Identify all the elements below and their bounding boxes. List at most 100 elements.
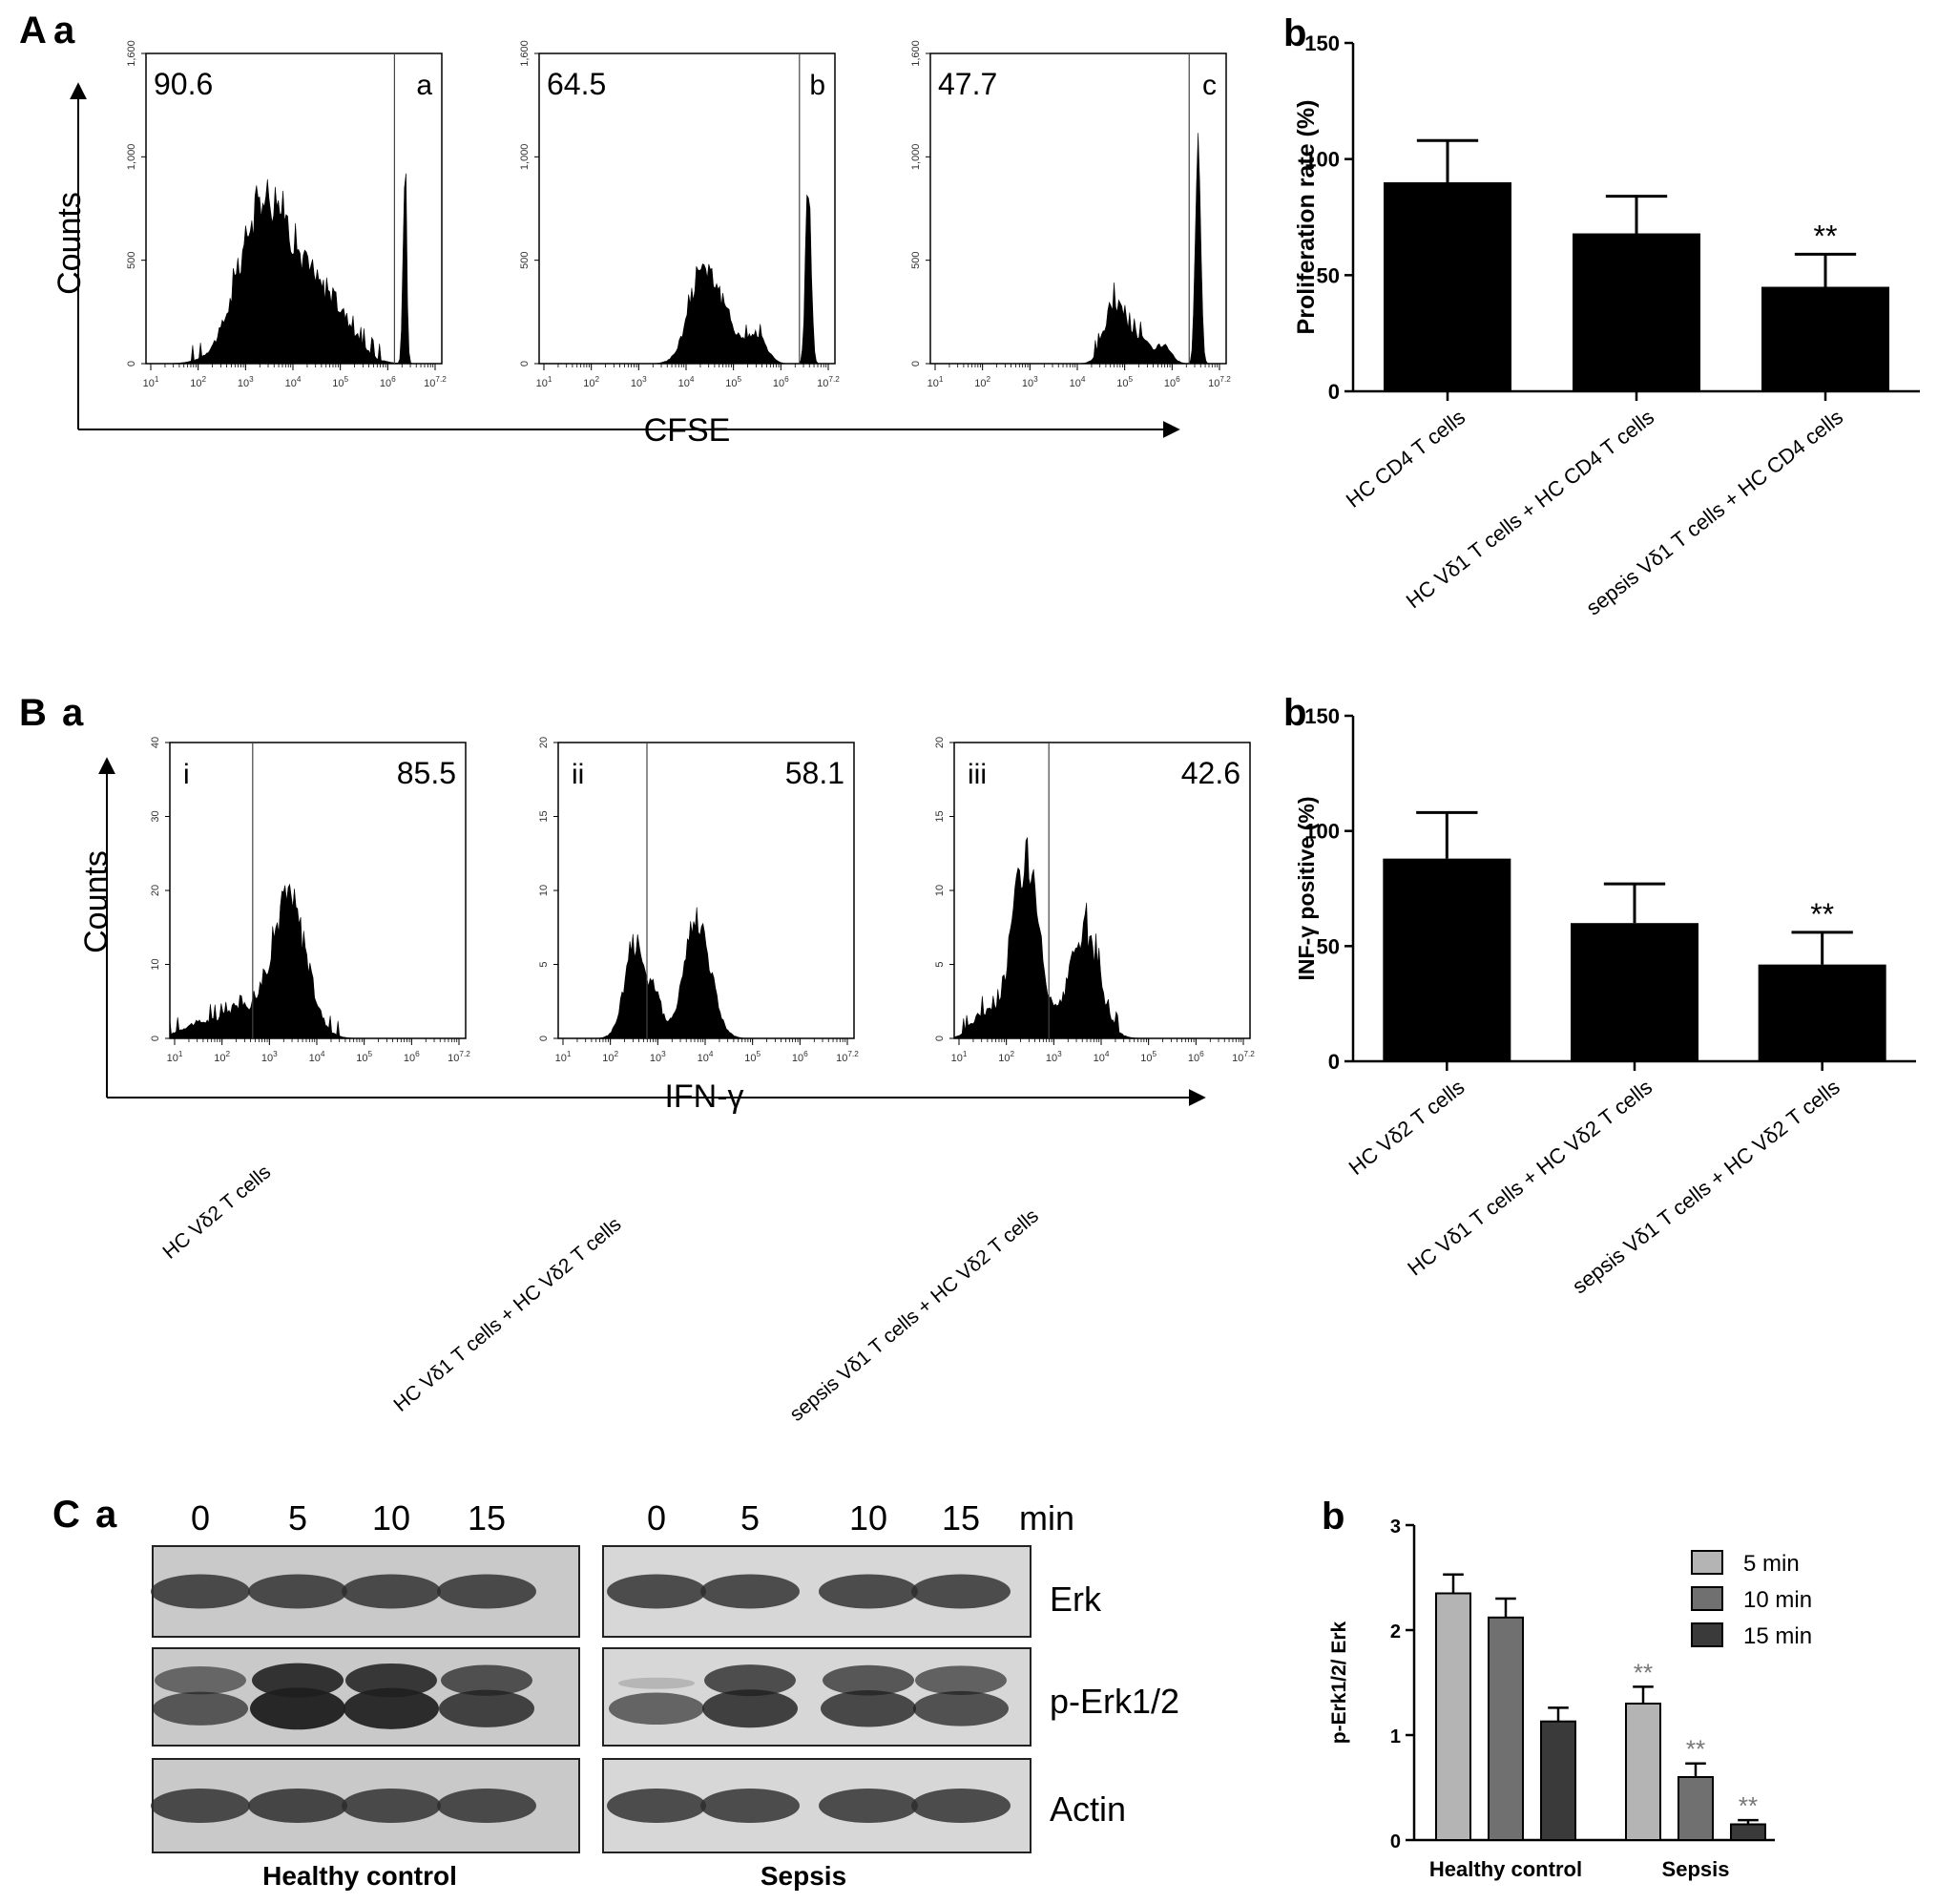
blot-time-label: 10 xyxy=(849,1498,887,1538)
blot-band xyxy=(342,1789,441,1823)
histogram-sample-label: ii xyxy=(572,759,584,790)
panel-label-B: B xyxy=(19,692,47,734)
blot-time-label: 5 xyxy=(740,1498,760,1538)
histogram-x-tick-label: 103 xyxy=(261,1050,278,1064)
blot-band xyxy=(151,1574,250,1609)
histogram-x-tick-label: 104 xyxy=(285,375,302,389)
blot-time-label: 15 xyxy=(942,1498,980,1538)
legend-swatch xyxy=(1691,1586,1723,1611)
histogram-y-tick-label: 500 xyxy=(519,251,531,268)
perk-ratio-bar-chart: 0 1 2 3 p-Erk1/2/ Erk Healthy control ** ** ** Se… xyxy=(1328,1517,1812,1881)
histogram-x-tick-label: 101 xyxy=(167,1050,183,1064)
histogram-x-tick-label: 101 xyxy=(536,375,552,389)
histogram-y-tick-label: 20 xyxy=(150,885,161,896)
histogram-x-tick-label: 101 xyxy=(951,1050,968,1064)
histogram-x-tick-label: 107.2 xyxy=(1232,1050,1255,1064)
histogram-y-tick-label: 0 xyxy=(126,361,137,366)
blot-band-lower xyxy=(913,1690,1009,1726)
blot-group-label: Healthy control xyxy=(262,1861,457,1891)
histogram-sample-label: c xyxy=(1202,70,1217,101)
histogram-x-tick-label: 102 xyxy=(190,375,206,389)
panel-label-A: A xyxy=(19,10,47,52)
histogram-y-tick-label: 0 xyxy=(519,361,531,366)
histogram-percent-value: 42.6 xyxy=(1181,756,1240,790)
bar-y-tick-label: 100 xyxy=(1304,820,1340,844)
blot-band-upper xyxy=(618,1677,695,1689)
histogram-x-tick-label: 106 xyxy=(792,1050,808,1064)
bar xyxy=(1435,1592,1471,1841)
blot-band-upper xyxy=(704,1664,796,1697)
blot-row-label: Erk xyxy=(1050,1580,1102,1619)
blot-band-upper xyxy=(155,1665,246,1695)
histogram-x-tick-label: 106 xyxy=(1164,375,1180,389)
bar-category-label: HC CD4 T cells xyxy=(1342,405,1469,513)
blot-time-label: 15 xyxy=(468,1498,506,1538)
blot-band-upper xyxy=(915,1665,1007,1695)
blot-time-unit: min xyxy=(1019,1498,1074,1538)
histogram-x-tick-label: 106 xyxy=(773,375,789,389)
histogram-x-tick-label: 102 xyxy=(583,375,599,389)
histogram-y-tick-label: 30 xyxy=(150,810,161,822)
bar-y-tick-label: 150 xyxy=(1304,31,1340,55)
histogram-y-tick-label: 20 xyxy=(934,737,946,748)
histogram-y-tick-label: 15 xyxy=(538,810,550,822)
histogram-x-tick-label: 103 xyxy=(1022,375,1038,389)
blot-band-lower xyxy=(344,1687,439,1729)
histogram-percent-value: 85.5 xyxy=(397,756,456,790)
panel-label-C-a: a xyxy=(95,1494,117,1536)
histogram-distribution xyxy=(930,133,1226,365)
histogram-y-tick-label: 500 xyxy=(126,251,137,268)
histogram-x-tick-label: 104 xyxy=(1070,375,1086,389)
histogram-y-tick-label: 1,000 xyxy=(519,144,531,171)
histogram-y-tick-label: 1,600 xyxy=(910,40,922,67)
legend-swatch xyxy=(1691,1622,1723,1647)
histogram-sample-label: iii xyxy=(968,759,987,790)
blot-band-lower xyxy=(702,1689,798,1728)
bar xyxy=(1488,1616,1524,1842)
blot-band xyxy=(607,1789,706,1823)
histogram-y-tick-label: 20 xyxy=(538,737,550,748)
proliferation-bar-chart: 0 50 100 150 Proliferation rate (%) HC CD4 T … xyxy=(1293,31,1920,620)
histogram-distribution xyxy=(169,883,466,1039)
histogram-x-tick-label: 102 xyxy=(998,1050,1014,1064)
histogram-x-tick-label: 104 xyxy=(698,1050,714,1064)
bar-y-axis-label: p-Erk1/2/ Erk xyxy=(1328,1621,1350,1744)
blot-band xyxy=(819,1574,918,1609)
blot-band-upper xyxy=(252,1663,344,1698)
histogram-distribution xyxy=(953,837,1250,1039)
histogram-x-tick-label: 105 xyxy=(356,1050,372,1064)
bar-y-tick-label: 1 xyxy=(1390,1726,1401,1747)
blot-band xyxy=(911,1789,1011,1823)
bar-y-tick-label: 0 xyxy=(1328,380,1340,404)
blot-row-label: Actin xyxy=(1050,1789,1126,1829)
bar-significance: ** xyxy=(1814,219,1838,253)
histogram-y-tick-label: 5 xyxy=(934,961,946,967)
bar-category-label: Sepsis xyxy=(1662,1857,1730,1881)
histogram-x-tick-label: 105 xyxy=(332,375,348,389)
bar xyxy=(1540,1720,1576,1841)
histogram-y-tick-label: 15 xyxy=(934,810,946,822)
histogram-x-tick-label: 105 xyxy=(1116,375,1133,389)
histogram-x-tick-label: 106 xyxy=(404,1050,420,1064)
panel-label-A-b: b xyxy=(1283,12,1306,54)
histogram-x-tick-label: 104 xyxy=(1094,1050,1110,1064)
bar-y-tick-label: 50 xyxy=(1317,263,1340,287)
histogram-x-tick-label: 106 xyxy=(380,375,396,389)
histogram-x-tick-label: 106 xyxy=(1188,1050,1204,1064)
histogram-sample-label: b xyxy=(809,70,825,101)
bar-y-axis-label: INF-γ positive (%) xyxy=(1294,797,1319,981)
bar-y-tick-label: 100 xyxy=(1304,148,1340,172)
histogram-sample-label: i xyxy=(183,759,190,790)
blot-band xyxy=(700,1789,800,1823)
blot-band-upper xyxy=(345,1663,437,1698)
histogram-y-tick-label: 0 xyxy=(150,1036,161,1041)
bar xyxy=(1758,964,1886,1061)
histogram-y-tick-label: 1,000 xyxy=(910,144,922,171)
bar-significance: ** xyxy=(1810,897,1834,931)
histogram-y-tick-label: 500 xyxy=(910,251,922,268)
blot-band-lower xyxy=(250,1687,345,1730)
histogram-y-tick-label: 0 xyxy=(934,1036,946,1041)
blot-time-label: 0 xyxy=(647,1498,666,1538)
histogram-x-tick-label: 101 xyxy=(927,375,944,389)
